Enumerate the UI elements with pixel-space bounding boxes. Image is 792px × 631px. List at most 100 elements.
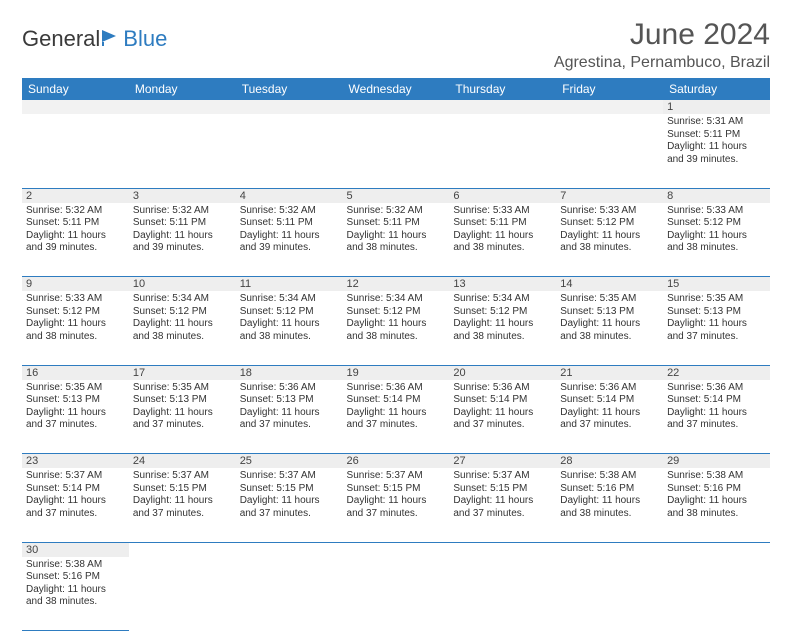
daylight-label: Daylight: [453, 495, 492, 506]
sunset-label: Sunset: [667, 217, 701, 228]
day-number-cell: 14 [556, 277, 663, 292]
weekday-header: Friday [556, 78, 663, 100]
sunset-value: 5:16 PM [60, 571, 100, 582]
day-cell [129, 114, 236, 188]
sunset-label: Sunset: [347, 394, 381, 405]
sunrise-value: 5:37 AM [490, 470, 529, 481]
daylight-label: Daylight: [26, 584, 65, 595]
sunset-label: Sunset: [347, 217, 381, 228]
flag-icon [102, 28, 122, 51]
sunset-value: 5:11 PM [167, 217, 206, 228]
sunrise-label: Sunrise: [240, 382, 277, 393]
location: Agrestina, Pernambuco, Brazil [554, 54, 770, 72]
sunrise-value: 5:35 AM [704, 293, 743, 304]
day-cell: Sunrise: 5:35 AMSunset: 5:13 PMDaylight:… [129, 380, 236, 454]
title-block: June 2024 Agrestina, Pernambuco, Brazil [554, 18, 770, 72]
sunrise-label: Sunrise: [560, 382, 597, 393]
sunset-label: Sunset: [133, 483, 167, 494]
sunset-label: Sunset: [133, 306, 167, 317]
sunset-value: 5:15 PM [380, 483, 420, 494]
day-number-cell: 16 [22, 365, 129, 380]
sunset-value: 5:14 PM [60, 483, 100, 494]
day-number-cell: 17 [129, 365, 236, 380]
sunrise-label: Sunrise: [240, 293, 277, 304]
daylight-label: Daylight: [453, 230, 492, 241]
sunrise-label: Sunrise: [26, 293, 63, 304]
sunrise-label: Sunrise: [560, 293, 597, 304]
sunrise-value: 5:38 AM [597, 470, 636, 481]
daylight-label: Daylight: [347, 407, 386, 418]
day-cell [449, 557, 556, 631]
sunset-value: 5:11 PM [701, 129, 740, 140]
sunset-label: Sunset: [133, 394, 167, 405]
sunset-value: 5:13 PM [167, 394, 207, 405]
logo: General Blue [22, 18, 167, 52]
day-cell: Sunrise: 5:35 AMSunset: 5:13 PMDaylight:… [556, 291, 663, 365]
sunrise-label: Sunrise: [560, 470, 597, 481]
sunset-label: Sunset: [26, 571, 60, 582]
day-number-cell: 25 [236, 454, 343, 469]
day-cell: Sunrise: 5:36 AMSunset: 5:14 PMDaylight:… [343, 380, 450, 454]
sunrise-label: Sunrise: [133, 382, 170, 393]
sunset-value: 5:13 PM [60, 394, 100, 405]
sunset-value: 5:16 PM [701, 483, 741, 494]
weekday-header: Saturday [663, 78, 770, 100]
day-number-cell: 30 [22, 542, 129, 557]
day-cell: Sunrise: 5:31 AMSunset: 5:11 PMDaylight:… [663, 114, 770, 188]
day-cell: Sunrise: 5:36 AMSunset: 5:14 PMDaylight:… [449, 380, 556, 454]
day-cell: Sunrise: 5:33 AMSunset: 5:12 PMDaylight:… [556, 203, 663, 277]
sunrise-label: Sunrise: [667, 470, 704, 481]
sunrise-value: 5:32 AM [276, 205, 315, 216]
day-number-cell: 24 [129, 454, 236, 469]
daynum-row: 9101112131415 [22, 277, 770, 292]
sunset-value: 5:12 PM [60, 306, 100, 317]
sunset-label: Sunset: [240, 483, 274, 494]
daylight-label: Daylight: [133, 407, 172, 418]
day-cell: Sunrise: 5:36 AMSunset: 5:14 PMDaylight:… [556, 380, 663, 454]
sunrise-label: Sunrise: [453, 293, 490, 304]
sunset-label: Sunset: [560, 394, 594, 405]
sunrise-label: Sunrise: [667, 205, 704, 216]
header: General Blue June 2024 Agrestina, Pernam… [22, 18, 770, 72]
day-number-cell: 27 [449, 454, 556, 469]
sunset-value: 5:12 PM [594, 217, 634, 228]
day-cell: Sunrise: 5:33 AMSunset: 5:11 PMDaylight:… [449, 203, 556, 277]
day-cell: Sunrise: 5:37 AMSunset: 5:15 PMDaylight:… [129, 468, 236, 542]
sunrise-value: 5:32 AM [383, 205, 422, 216]
sunrise-label: Sunrise: [453, 205, 490, 216]
week-row: Sunrise: 5:32 AMSunset: 5:11 PMDaylight:… [22, 203, 770, 277]
sunrise-value: 5:36 AM [383, 382, 422, 393]
day-number-cell [449, 100, 556, 114]
day-cell [22, 114, 129, 188]
daylight-label: Daylight: [347, 318, 386, 329]
day-number-cell: 13 [449, 277, 556, 292]
daylight-label: Daylight: [133, 495, 172, 506]
day-cell: Sunrise: 5:32 AMSunset: 5:11 PMDaylight:… [236, 203, 343, 277]
day-number-cell: 7 [556, 188, 663, 203]
daynum-row: 2345678 [22, 188, 770, 203]
day-cell: Sunrise: 5:34 AMSunset: 5:12 PMDaylight:… [129, 291, 236, 365]
day-number-cell: 11 [236, 277, 343, 292]
day-cell [663, 557, 770, 631]
day-number-cell [343, 100, 450, 114]
day-number-cell [556, 542, 663, 557]
day-number-cell [556, 100, 663, 114]
week-row: Sunrise: 5:38 AMSunset: 5:16 PMDaylight:… [22, 557, 770, 631]
sunset-value: 5:11 PM [380, 217, 419, 228]
day-cell: Sunrise: 5:32 AMSunset: 5:11 PMDaylight:… [343, 203, 450, 277]
sunrise-label: Sunrise: [667, 116, 704, 127]
sunset-value: 5:12 PM [167, 306, 207, 317]
sunrise-value: 5:34 AM [490, 293, 529, 304]
week-row: Sunrise: 5:35 AMSunset: 5:13 PMDaylight:… [22, 380, 770, 454]
sunset-label: Sunset: [26, 394, 60, 405]
day-cell: Sunrise: 5:33 AMSunset: 5:12 PMDaylight:… [663, 203, 770, 277]
daylight-label: Daylight: [240, 495, 279, 506]
sunset-value: 5:13 PM [701, 306, 741, 317]
sunrise-value: 5:33 AM [597, 205, 636, 216]
day-number-cell: 12 [343, 277, 450, 292]
sunset-label: Sunset: [453, 483, 487, 494]
day-cell: Sunrise: 5:35 AMSunset: 5:13 PMDaylight:… [663, 291, 770, 365]
sunset-value: 5:15 PM [487, 483, 527, 494]
sunrise-label: Sunrise: [347, 382, 384, 393]
day-number-cell: 20 [449, 365, 556, 380]
